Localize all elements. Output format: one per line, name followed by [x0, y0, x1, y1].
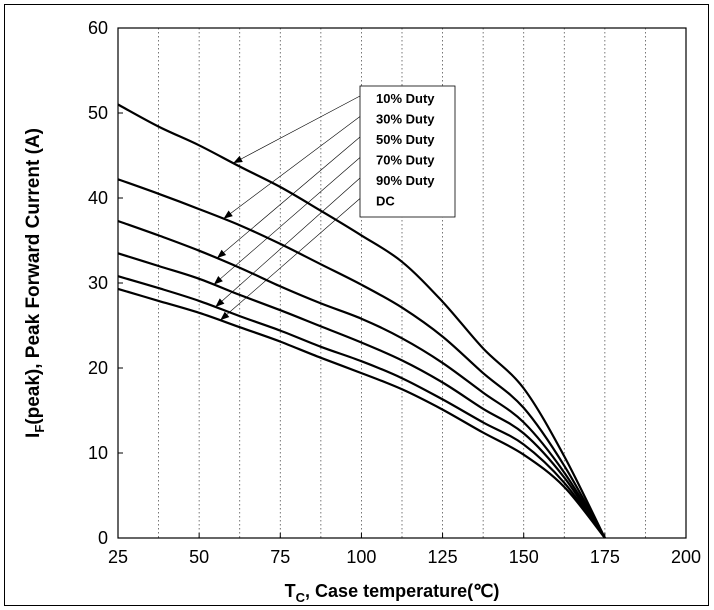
series-line-1 — [117, 178, 606, 539]
legend-leader-line — [216, 136, 361, 259]
legend-box — [359, 85, 456, 218]
y-tick-label: 0 — [98, 528, 108, 548]
series-line-4 — [117, 275, 606, 539]
series-line-3 — [117, 252, 606, 539]
x-tick-label: 175 — [590, 547, 620, 567]
y-tick-label: 20 — [88, 358, 108, 378]
legend-entry: 50% Duty — [376, 132, 435, 147]
legend-leader-line — [213, 157, 361, 285]
x-axis-title-main: T — [285, 581, 296, 601]
x-tick-labels: 25 50 75 100 125 150 175 200 — [108, 533, 701, 567]
legend-arrowhead — [220, 311, 230, 321]
legend-entry: 70% Duty — [376, 153, 435, 168]
legend-arrowhead — [216, 249, 227, 259]
x-tick-label: 150 — [509, 547, 539, 567]
legend-arrowhead — [223, 210, 233, 219]
legend-arrowhead — [213, 276, 223, 285]
y-axis-title-subscript: F — [32, 425, 47, 433]
legend-entry: 90% Duty — [376, 173, 435, 188]
legend-entry: DC — [376, 194, 395, 209]
legend-entry: 30% Duty — [376, 112, 435, 127]
series-line-5 — [117, 287, 606, 539]
legend-arrowhead — [233, 155, 243, 164]
x-axis-title: TC, Case temperature(℃) — [285, 581, 500, 605]
y-tick-label: 30 — [88, 273, 108, 293]
x-tick-label: 200 — [671, 547, 701, 567]
x-tick-label: 75 — [270, 547, 290, 567]
figure-frame — [4, 4, 709, 606]
x-tick-label: 25 — [108, 547, 128, 567]
y-axis-title-rest: (peak), Peak Forward Current (A) — [23, 128, 44, 425]
x-tick-label: 100 — [346, 547, 376, 567]
y-tick-label: 40 — [88, 188, 108, 208]
legend-leader-line — [233, 95, 361, 164]
legend-leader-line — [223, 116, 361, 219]
legend-arrowhead — [215, 298, 225, 307]
x-tick-label: 125 — [428, 547, 458, 567]
x-axis-title-subscript: C — [296, 590, 306, 605]
y-tick-label: 60 — [88, 18, 108, 38]
legend-layer: 10% Duty 30% Duty 50% Duty 70% Duty 90% Duty… — [213, 85, 456, 321]
legend-entry: 10% Duty — [376, 91, 435, 106]
y-tick-labels: 0 10 20 30 40 50 60 — [88, 18, 123, 548]
y-axis-title: IF(peak), Peak Forward Current (A) — [23, 128, 47, 438]
legend-leader-line — [215, 177, 361, 308]
legend-leader-line — [220, 198, 361, 321]
y-tick-label: 10 — [88, 443, 108, 463]
series-layer — [117, 103, 606, 539]
x-tick-label: 50 — [189, 547, 209, 567]
series-line-2 — [117, 219, 606, 539]
y-axis-title-main: I — [23, 433, 44, 438]
x-axis-title-rest: , Case temperature(℃) — [305, 581, 499, 601]
series-line-0 — [117, 103, 606, 539]
y-tick-label: 50 — [88, 103, 108, 123]
